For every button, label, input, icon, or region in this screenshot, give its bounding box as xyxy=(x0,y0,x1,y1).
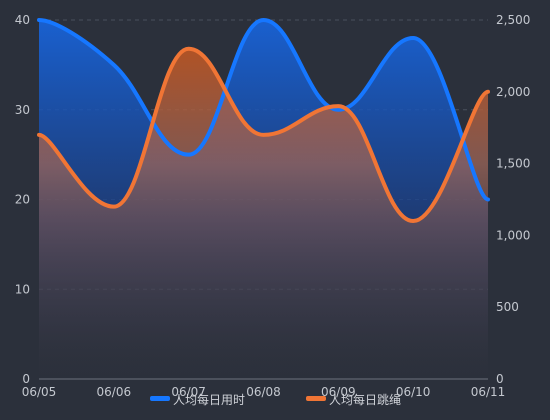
y-right-tick-label: 2,000 xyxy=(496,85,530,99)
x-tick-label: 06/06 xyxy=(97,385,132,399)
legend-item-2[interactable]: 人均每日跳绳 xyxy=(306,392,401,407)
x-tick-label: 06/05 xyxy=(22,385,57,399)
y-right-tick-label: 2,500 xyxy=(496,13,530,27)
y-right-tick-label: 1,000 xyxy=(496,228,530,242)
legend-label: 人均每日用时 xyxy=(173,392,245,407)
legend-swatch xyxy=(150,396,170,401)
y-left-tick-label: 30 xyxy=(15,103,30,117)
y-right-tick-label: 500 xyxy=(496,300,519,314)
x-tick-label: 06/07 xyxy=(171,385,206,399)
area-fills xyxy=(39,20,488,379)
y-left-tick-label: 10 xyxy=(15,282,30,296)
y-left-tick-label: 40 xyxy=(15,13,30,27)
y-left-tick-label: 20 xyxy=(15,193,30,207)
y-right-tick-label: 0 xyxy=(496,372,504,386)
x-tick-label: 06/11 xyxy=(471,385,506,399)
legend-label: 人均每日跳绳 xyxy=(329,392,401,407)
x-tick-label: 06/09 xyxy=(321,385,356,399)
series-line-2 xyxy=(37,46,490,224)
y-right-tick-label: 1,500 xyxy=(496,157,530,171)
series-line-1 xyxy=(37,18,490,202)
x-tick-label: 06/08 xyxy=(246,385,281,399)
legend[interactable]: 人均每日用时 人均每日跳绳 xyxy=(150,392,401,407)
legend-item-1[interactable]: 人均每日用时 xyxy=(150,392,245,407)
axes: 06/05 06/06 06/07 06/08 06/09 06/10 06/1101020… xyxy=(15,13,531,399)
y-left-tick-label: 0 xyxy=(22,372,30,386)
series-lines xyxy=(37,18,490,224)
x-tick-label: 06/10 xyxy=(396,385,431,399)
legend-swatch xyxy=(306,396,326,401)
